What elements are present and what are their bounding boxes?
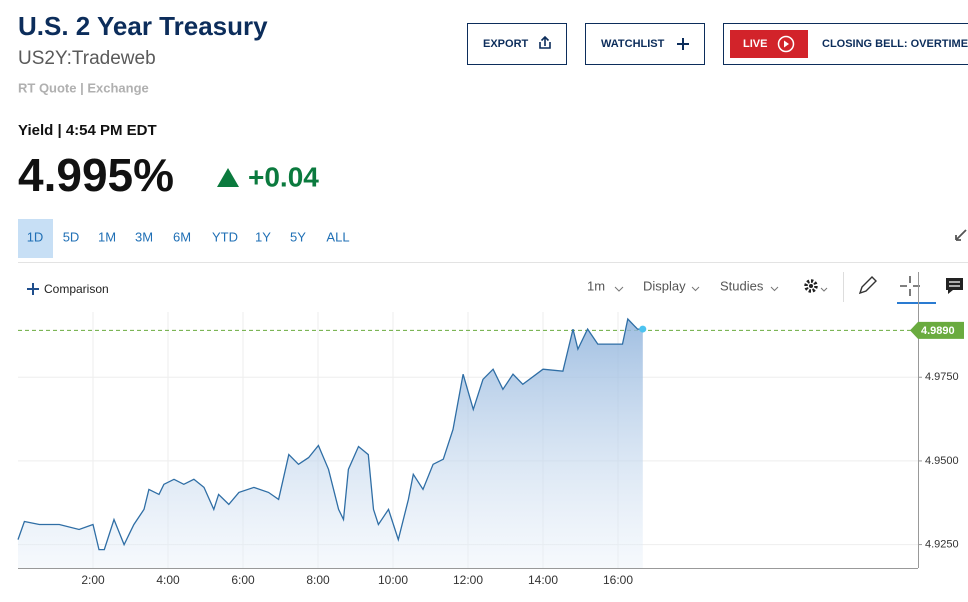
reference-label: 4.9890 — [921, 325, 955, 337]
gear-center — [809, 284, 813, 288]
x-tick-label: 2:00 — [81, 573, 105, 587]
chevron — [820, 287, 828, 292]
x-tick-label: 10:00 — [378, 573, 408, 587]
reference-tag — [910, 321, 964, 339]
range-tab[interactable]: 3M — [135, 229, 153, 244]
quote-source: RT Quote | Exchange — [18, 80, 149, 95]
chevron — [691, 286, 700, 292]
symbol: US2Y:Tradeweb — [18, 48, 156, 69]
x-tick-label: 14:00 — [528, 573, 558, 587]
display[interactable]: Display — [643, 278, 686, 293]
range-tabs: 1D 5D 1M 3M 6M YTD 1Y 5Y ALL — [27, 229, 350, 244]
expand-icon[interactable] — [955, 229, 967, 241]
chart: 2:00 4:00 6:00 8:00 10:00 12:00 14:00 16:00 4.92… — [17, 272, 964, 587]
x-tick-label: 16:00 — [603, 573, 633, 587]
studies[interactable]: Studies — [720, 278, 764, 293]
range-tab[interactable]: 5Y — [290, 229, 306, 244]
play-icon — [777, 35, 795, 53]
live-badge — [730, 30, 808, 58]
range-tab[interactable]: 1Y — [255, 229, 271, 244]
plus-icon — [677, 38, 689, 50]
interval[interactable]: 1m — [587, 278, 605, 293]
range-tab[interactable]: 1D — [27, 229, 44, 244]
change: +0.04 — [248, 161, 319, 192]
comment-lines — [949, 281, 960, 287]
range-tab[interactable]: 6M — [173, 229, 191, 244]
selected-range — [18, 219, 53, 258]
range-tab[interactable]: ALL — [326, 229, 349, 244]
chevron — [770, 286, 779, 292]
x-tick-label: 12:00 — [453, 573, 483, 587]
area — [18, 319, 643, 568]
range-tab[interactable]: 1M — [98, 229, 116, 244]
gear-icon[interactable] — [804, 279, 818, 293]
y-tick-label: 4.9750 — [925, 371, 959, 383]
chevron — [614, 286, 624, 292]
crosshair-icon[interactable] — [900, 276, 920, 296]
title: U.S. 2 Year Treasury — [18, 11, 268, 41]
x-tick-label: 4:00 — [156, 573, 180, 587]
watchlist-label[interactable]: WATCHLIST — [601, 38, 665, 50]
comparison[interactable]: Comparison — [44, 282, 109, 296]
play-triangle — [784, 40, 789, 48]
last-point — [639, 325, 647, 333]
closing-bell-label[interactable]: CLOSING BELL: OVERTIME — [822, 38, 968, 50]
y-tick-label: 4.9500 — [925, 455, 959, 467]
range-tab[interactable]: YTD — [212, 229, 238, 244]
export-label[interactable]: EXPORT — [483, 38, 529, 50]
x-tick-label: 8:00 — [306, 573, 330, 587]
export-icon — [539, 35, 551, 49]
range-tab[interactable]: 5D — [63, 229, 80, 244]
line — [17, 317, 643, 551]
quote-label: Yield | 4:54 PM EDT — [18, 122, 157, 139]
up-arrow — [217, 168, 239, 187]
pencil-icon[interactable] — [858, 276, 877, 295]
x-tick-label: 6:00 — [231, 573, 255, 587]
price: 4.995% — [18, 149, 174, 201]
comparison-plus — [27, 283, 39, 295]
y-tick-label: 4.9250 — [925, 538, 959, 550]
live-label: LIVE — [743, 38, 767, 50]
